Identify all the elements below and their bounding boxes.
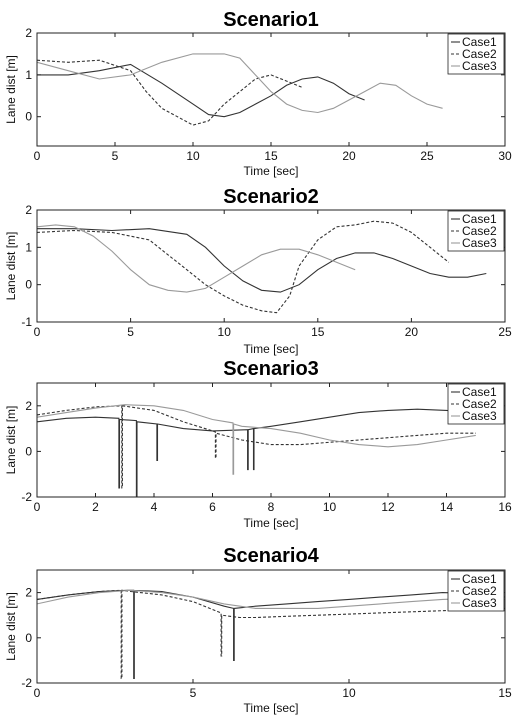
legend-label-case3: Case3	[462, 596, 497, 610]
x-tick-label: 15	[264, 149, 278, 163]
x-tick-label: 10	[342, 686, 356, 700]
series-line-case2	[37, 405, 476, 489]
series-line-case2	[37, 59, 303, 126]
y-tick-label: -2	[21, 490, 32, 504]
chart-title: Scenario3	[223, 358, 319, 380]
x-tick-label: 4	[151, 500, 158, 514]
plot-frame	[36, 209, 506, 323]
x-tick-label: 0	[34, 686, 41, 700]
legend-label-case3: Case3	[462, 236, 497, 250]
x-tick-label: 5	[127, 325, 134, 339]
x-tick-label: 0	[34, 149, 41, 163]
series-line-case1	[37, 408, 476, 497]
plot-frame	[36, 569, 506, 684]
y-tick-label: 0	[25, 278, 32, 292]
x-tick-label: 16	[498, 500, 512, 514]
series-line-case2	[37, 220, 450, 314]
x-axis-label: Time [sec]	[244, 164, 299, 178]
y-tick-label: 1	[25, 68, 32, 82]
x-tick-label: 25	[420, 149, 434, 163]
y-tick-label: 1	[25, 240, 32, 254]
y-tick-label: 2	[25, 399, 32, 413]
x-axis-label: Time [sec]	[244, 342, 299, 356]
y-tick-label: -1	[21, 315, 32, 329]
x-tick-label: 30	[498, 149, 512, 163]
x-tick-label: 15	[498, 686, 512, 700]
x-tick-label: 6	[209, 500, 216, 514]
x-tick-label: 5	[112, 149, 119, 163]
legend-label-case2: Case2	[462, 47, 497, 61]
series-line-case3	[37, 404, 476, 475]
x-tick-label: 10	[186, 149, 200, 163]
y-axis-label: Lane dist [m]	[4, 232, 18, 301]
legend-label-case1: Case1	[462, 35, 497, 49]
legend-label-case2: Case2	[462, 397, 497, 411]
legend-label-case1: Case1	[462, 212, 497, 226]
y-tick-label: -2	[21, 676, 32, 690]
legend-label-case1: Case1	[462, 385, 497, 399]
y-axis-label: Lane dist [m]	[4, 592, 18, 661]
y-tick-label: 2	[25, 203, 32, 217]
plot-frame	[36, 382, 506, 498]
x-axis-label: Time [sec]	[244, 701, 299, 715]
x-tick-label: 0	[34, 325, 41, 339]
legend-label-case3: Case3	[462, 59, 497, 73]
series-line-case1	[37, 63, 365, 118]
x-tick-label: 8	[268, 500, 275, 514]
series-line-case3	[37, 224, 356, 293]
series-line-case2	[37, 589, 505, 680]
x-tick-label: 0	[34, 500, 41, 514]
chart-title: Scenario1	[223, 9, 319, 31]
y-tick-label: 0	[25, 110, 32, 124]
x-tick-label: 20	[342, 149, 356, 163]
legend-label-case1: Case1	[462, 572, 497, 586]
x-tick-label: 2	[92, 500, 99, 514]
legend-label-case2: Case2	[462, 224, 497, 238]
y-axis-label: Lane dist [m]	[4, 406, 18, 475]
x-tick-label: 15	[311, 325, 325, 339]
y-tick-label: 2	[25, 586, 32, 600]
series-line-case1	[37, 228, 487, 293]
series-line-case3	[37, 53, 443, 114]
y-axis-label: Lane dist [m]	[4, 55, 18, 124]
x-tick-label: 10	[323, 500, 337, 514]
series-line-case1	[37, 589, 505, 680]
chart-1: Scenario1 0 5 10 15 20 25 30 0 1 2 Time [sec] Lane d…	[4, 9, 512, 178]
x-tick-label: 25	[498, 325, 512, 339]
series-line-case3	[37, 589, 505, 609]
y-tick-label: 0	[25, 631, 32, 645]
x-tick-label: 5	[190, 686, 197, 700]
chart-title: Scenario2	[223, 186, 319, 208]
x-tick-label: 20	[405, 325, 419, 339]
legend-label-case3: Case3	[462, 409, 497, 423]
y-tick-label: 2	[25, 26, 32, 40]
plot-frame	[36, 32, 506, 147]
chart-title: Scenario4	[223, 545, 319, 567]
x-tick-label: 10	[218, 325, 232, 339]
x-tick-label: 12	[381, 500, 395, 514]
y-tick-label: 0	[25, 444, 32, 458]
legend-label-case2: Case2	[462, 584, 497, 598]
x-tick-label: 14	[440, 500, 454, 514]
x-axis-label: Time [sec]	[244, 516, 299, 530]
